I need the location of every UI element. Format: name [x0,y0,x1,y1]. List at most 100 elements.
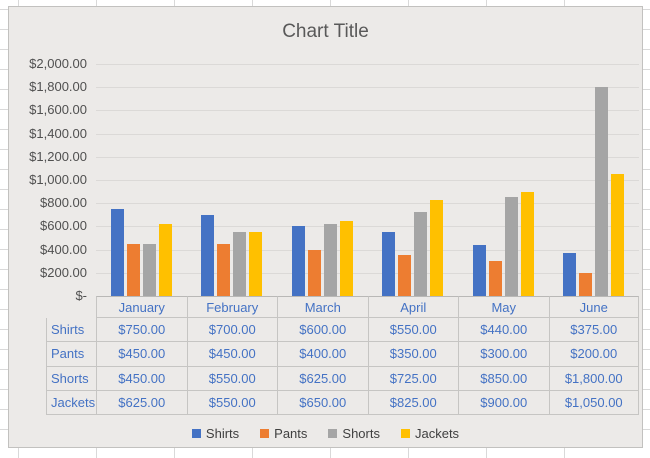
table-value[interactable]: $450.00 [96,342,187,367]
bar-shirts-february[interactable] [201,214,215,296]
table-value[interactable]: $440.00 [458,318,549,343]
bar-shorts-may[interactable] [504,197,518,296]
category-label-january[interactable]: January [96,296,187,318]
table-value[interactable]: $400.00 [277,342,368,367]
bar-shirts-january[interactable] [110,209,124,296]
major-gridline [96,180,639,181]
bar-group-march [277,64,368,296]
y-tick-label[interactable]: $200.00 [40,264,87,280]
bar-shorts-june[interactable] [595,87,609,296]
y-tick-label[interactable]: $1,800.00 [29,79,87,95]
legend-item-pants[interactable]: Pants [260,426,307,441]
table-value[interactable]: $825.00 [367,390,458,415]
table-value[interactable]: $850.00 [458,366,549,391]
bar-pants-january[interactable] [126,243,140,296]
y-tick-label[interactable]: $- [75,288,87,303]
legend-item-shorts[interactable]: Shorts [328,426,380,441]
category-label-may[interactable]: May [458,296,549,318]
table-value[interactable]: $625.00 [277,366,368,391]
bar-jackets-march[interactable] [339,220,353,296]
category-label-march[interactable]: March [277,296,368,318]
series-label-shorts[interactable]: Shorts [46,366,96,391]
y-tick-label[interactable]: $1,400.00 [29,125,87,141]
y-tick-label[interactable]: $800.00 [40,195,87,211]
bar-group-january [96,64,187,296]
legend-swatch-icon [260,429,270,438]
legend-label: Shirts [205,426,240,441]
table-value[interactable]: $550.00 [186,366,277,391]
major-gridline [96,272,639,274]
bar-shirts-may[interactable] [472,244,486,296]
major-gridline [96,64,639,65]
table-value[interactable]: $550.00 [367,318,458,343]
table-corner-cell [46,296,96,318]
series-label-jackets[interactable]: Jackets [46,390,96,415]
major-gridline [96,226,639,228]
bar-jackets-june[interactable] [611,174,625,296]
table-value[interactable]: $900.00 [458,390,549,415]
bar-group-june [549,64,640,296]
major-gridline [96,203,639,205]
bar-pants-may[interactable] [488,261,502,296]
bar-group-may [458,64,549,296]
bar-shorts-april[interactable] [414,211,428,296]
legend-item-jackets[interactable]: Jackets [400,426,460,441]
legend-label: Pants [274,426,308,441]
table-value[interactable]: $700.00 [186,318,277,343]
legend-swatch-icon [191,429,201,438]
bar-jackets-february[interactable] [249,232,263,296]
bar-jackets-january[interactable] [158,223,172,296]
bar-shorts-march[interactable] [323,223,337,296]
bar-pants-june[interactable] [579,272,593,296]
table-value[interactable]: $375.00 [548,318,639,343]
category-label-june[interactable]: June [548,296,639,318]
table-value[interactable]: $350.00 [367,342,458,367]
bar-shirts-june[interactable] [563,252,577,296]
bar-pants-march[interactable] [307,249,321,296]
table-value[interactable]: $450.00 [96,366,187,391]
bar-pants-february[interactable] [217,243,231,296]
legend-label: Jackets [414,426,460,441]
category-label-april[interactable]: April [367,296,458,318]
y-tick-label[interactable]: $1,000.00 [29,172,87,187]
bar-shorts-february[interactable] [233,232,247,296]
legend[interactable]: Shirts Pants Shorts Jackets [9,426,642,441]
table-value[interactable]: $725.00 [367,366,458,391]
bar-shirts-march[interactable] [291,226,305,296]
series-label-pants[interactable]: Pants [46,342,96,367]
legend-swatch-icon [400,429,410,438]
bar-shirts-april[interactable] [382,232,396,296]
legend-swatch-icon [328,429,338,438]
chart-object[interactable]: Chart Title $2,000.00 $1,800.00 $1,600.00 $… [8,6,643,448]
y-tick-label[interactable]: $1,200.00 [29,148,87,164]
y-tick-label[interactable]: $2,000.00 [29,56,87,71]
category-label-february[interactable]: February [186,296,277,318]
table-value[interactable]: $650.00 [277,390,368,415]
bar-group-february [187,64,278,296]
table-value[interactable]: $1,800.00 [548,366,639,391]
bar-jackets-may[interactable] [520,191,534,296]
bar-shorts-january[interactable] [142,243,156,296]
legend-item-shirts[interactable]: Shirts [191,426,240,441]
bar-jackets-april[interactable] [430,200,444,296]
table-value[interactable]: $600.00 [277,318,368,343]
series-label-shirts[interactable]: Shirts [46,318,96,343]
y-tick-label[interactable]: $400.00 [40,241,87,257]
table-value[interactable]: $750.00 [96,318,187,343]
table-value[interactable]: $300.00 [458,342,549,367]
chart-title[interactable]: Chart Title [282,21,369,42]
table-value[interactable]: $625.00 [96,390,187,415]
chart-data-table[interactable]: January February March April May June Shirts $7… [46,296,639,415]
table-value[interactable]: $200.00 [548,342,639,367]
major-gridline [96,156,639,158]
major-gridline [96,133,639,135]
y-tick-label[interactable]: $600.00 [40,218,87,234]
table-value[interactable]: $450.00 [186,342,277,367]
table-value[interactable]: $550.00 [186,390,277,415]
y-tick-label[interactable]: $1,600.00 [29,102,87,118]
major-gridline [96,249,639,251]
bar-pants-april[interactable] [398,255,412,296]
plot-area[interactable] [96,64,639,296]
table-value[interactable]: $1,050.00 [548,390,639,415]
